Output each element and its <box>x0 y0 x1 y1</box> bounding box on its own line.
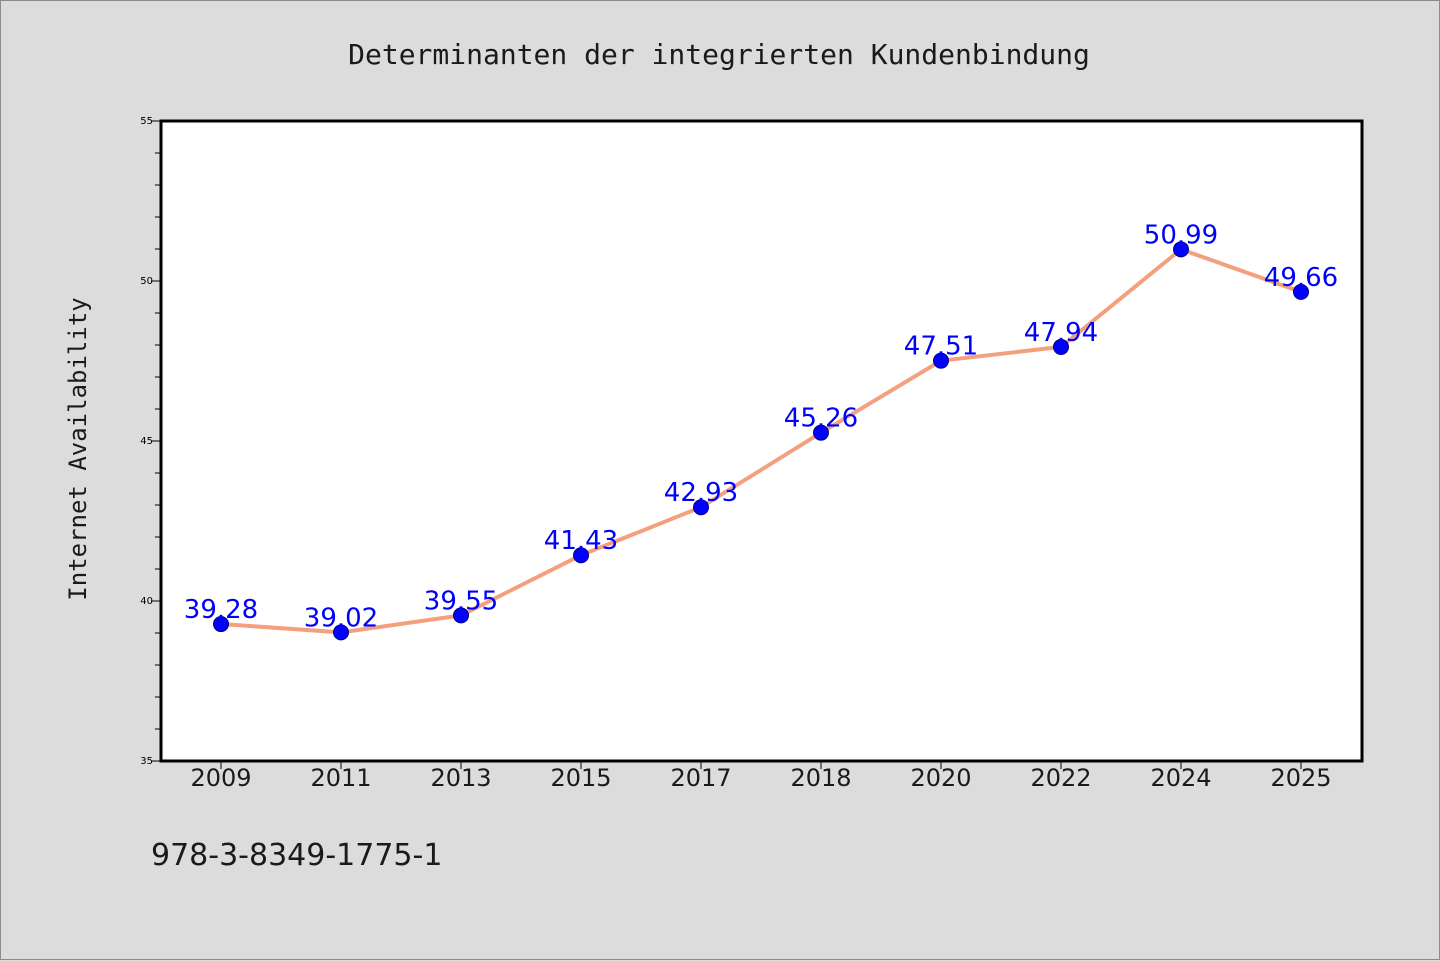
data-label: 50.99 <box>1144 220 1218 250</box>
data-point <box>573 547 589 564</box>
footer-text: 978-3-8349-1775-1 <box>151 838 442 873</box>
y-tick-label: 55 <box>140 116 153 127</box>
x-tick-label: 2022 <box>1030 764 1091 792</box>
series-line-layer <box>219 247 1303 635</box>
data-point <box>933 352 949 369</box>
data-labels: 39.28 39.02 39.55 41.43 42.93 45.26 47.51 47.94… <box>184 220 1338 633</box>
data-point <box>1293 283 1309 300</box>
y-tick-label: 40 <box>140 596 153 607</box>
data-label: 39.02 <box>304 603 378 633</box>
data-point <box>693 499 709 516</box>
y-axis-label: Internet Availability <box>64 297 92 600</box>
data-label: 45.26 <box>784 404 858 434</box>
data-label: 47.51 <box>904 332 978 362</box>
data-point <box>453 607 469 624</box>
data-label: 39.55 <box>424 586 498 616</box>
x-tick-label: 2024 <box>1150 764 1211 792</box>
x-tick-label: 2020 <box>910 764 971 792</box>
data-label: 47.94 <box>1024 318 1098 348</box>
data-label: 49.66 <box>1264 263 1338 293</box>
data-point <box>333 624 349 641</box>
data-point <box>213 616 229 633</box>
data-markers <box>213 241 1309 641</box>
data-point <box>813 424 829 441</box>
x-tick-label: 2013 <box>430 764 491 792</box>
series-line <box>219 247 1303 635</box>
x-tick-label: 2009 <box>190 764 251 792</box>
x-axis-ticks: 2009 2011 2013 2015 2017 2018 2020 2022 2024 2025 <box>190 761 1332 792</box>
data-point <box>1173 241 1189 258</box>
y-axis-ticks: 35 40 45 50 55 <box>140 116 161 767</box>
x-tick-label: 2015 <box>550 764 611 792</box>
x-tick-label: 2025 <box>1270 764 1331 792</box>
y-tick-label: 45 <box>140 436 153 447</box>
chart-title: Determinanten der integrierten Kundenbin… <box>348 38 1090 71</box>
x-tick-label: 2017 <box>670 764 731 792</box>
data-label: 42.93 <box>664 478 738 508</box>
y-tick-label: 50 <box>140 276 153 287</box>
data-point <box>1053 338 1069 355</box>
data-label: 41.43 <box>544 526 618 556</box>
plot-area <box>159 119 1364 763</box>
y-tick-label: 35 <box>140 756 153 767</box>
x-tick-label: 2011 <box>310 764 371 792</box>
data-label: 39.28 <box>184 595 258 625</box>
x-tick-label: 2018 <box>790 764 851 792</box>
